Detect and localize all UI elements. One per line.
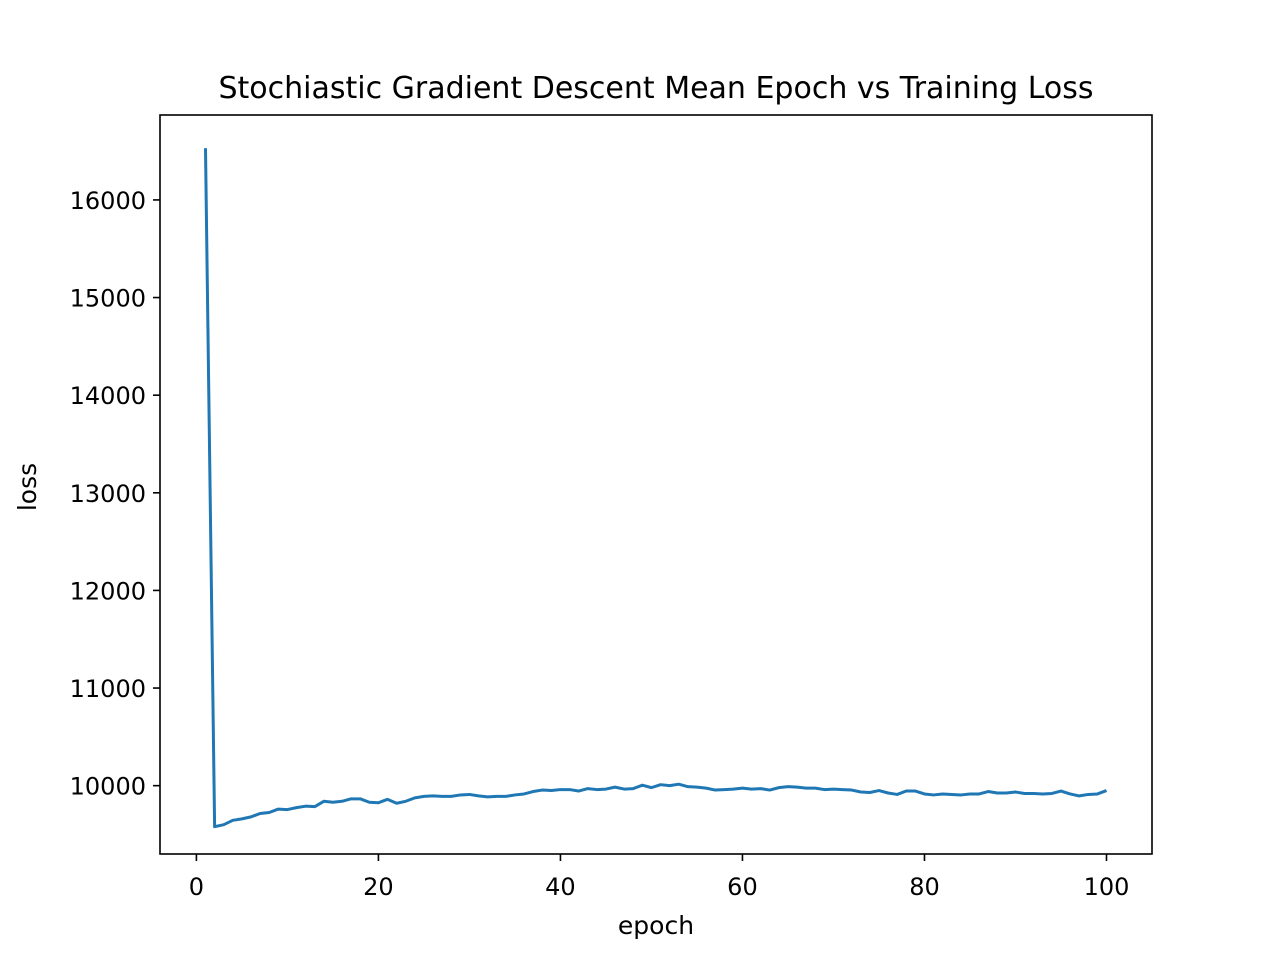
x-tick-label: 0 [189, 873, 204, 901]
x-tick-label: 80 [909, 873, 940, 901]
x-axis-ticks: 0 20 40 60 80 100 [189, 854, 1130, 901]
x-tick-label: 40 [545, 873, 576, 901]
chart-title: Stochiastic Gradient Descent Mean Epoch … [218, 71, 1093, 106]
x-tick-label: 20 [363, 873, 394, 901]
y-tick-label: 13000 [70, 480, 146, 508]
y-tick-label: 16000 [70, 187, 146, 215]
y-tick-label: 11000 [70, 675, 146, 703]
x-axis-label: epoch [618, 911, 694, 940]
axes-frame [159, 114, 1153, 855]
y-axis-label: loss [13, 463, 42, 511]
y-tick-label: 14000 [70, 382, 146, 410]
x-tick-label: 60 [727, 873, 758, 901]
x-tick-label: 100 [1084, 873, 1130, 901]
y-axis-ticks: 10000 11000 12000 13000 14000 15000 16000 [70, 187, 160, 801]
y-tick-label: 12000 [70, 577, 146, 605]
y-tick-label: 15000 [70, 285, 146, 313]
plot-area [204, 148, 1108, 829]
series-line [204, 148, 1108, 829]
y-tick-label: 10000 [70, 773, 146, 801]
